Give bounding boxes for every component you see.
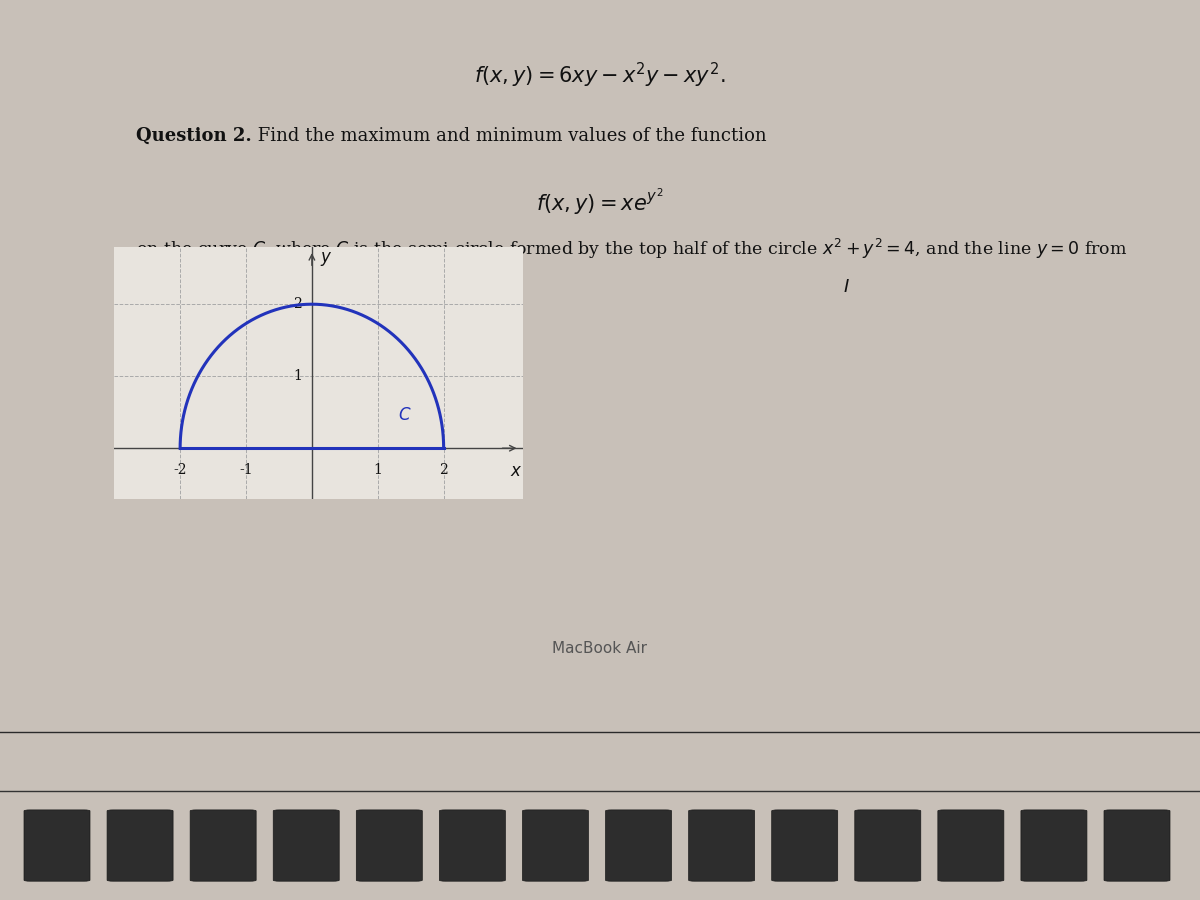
FancyBboxPatch shape xyxy=(439,810,505,881)
Text: $I$: $I$ xyxy=(842,278,850,296)
Text: MacBook Air: MacBook Air xyxy=(552,641,648,656)
Text: Find the maximum and minimum values of the function: Find the maximum and minimum values of t… xyxy=(252,127,767,145)
FancyBboxPatch shape xyxy=(274,810,340,881)
FancyBboxPatch shape xyxy=(107,810,173,881)
Text: $f(x, y) = 6xy - x^2y - xy^2.$: $f(x, y) = 6xy - x^2y - xy^2.$ xyxy=(474,61,726,90)
FancyBboxPatch shape xyxy=(356,810,422,881)
Text: $C$: $C$ xyxy=(397,408,412,424)
Text: 1: 1 xyxy=(373,463,383,477)
Text: 1: 1 xyxy=(293,369,302,383)
Text: $x$: $x$ xyxy=(510,463,522,480)
FancyBboxPatch shape xyxy=(522,810,588,881)
FancyBboxPatch shape xyxy=(1104,810,1170,881)
Text: Question 2.: Question 2. xyxy=(137,127,252,145)
FancyBboxPatch shape xyxy=(854,810,920,881)
Text: -1: -1 xyxy=(239,463,253,477)
Text: $y$: $y$ xyxy=(320,250,332,268)
Text: 2: 2 xyxy=(439,463,448,477)
FancyBboxPatch shape xyxy=(24,810,90,881)
FancyBboxPatch shape xyxy=(772,810,838,881)
Text: -2: -2 xyxy=(173,463,187,477)
FancyBboxPatch shape xyxy=(938,810,1004,881)
FancyBboxPatch shape xyxy=(190,810,256,881)
FancyBboxPatch shape xyxy=(689,810,755,881)
Text: $x = -2$ to $x = 2$.: $x = -2$ to $x = 2$. xyxy=(137,275,277,292)
FancyBboxPatch shape xyxy=(1021,810,1087,881)
FancyBboxPatch shape xyxy=(606,810,672,881)
Text: 2: 2 xyxy=(293,297,302,311)
Text: $f(x, y) = xe^{y^2}$: $f(x, y) = xe^{y^2}$ xyxy=(536,187,664,217)
Text: on the curve $C$, where $C$ is the semi-circle formed by the top half of the cir: on the curve $C$, where $C$ is the semi-… xyxy=(137,238,1128,261)
